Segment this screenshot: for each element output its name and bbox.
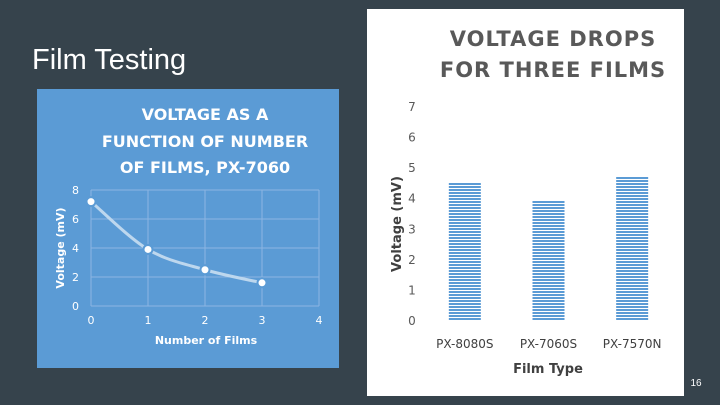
voltage-drops-bar-chart: VOLTAGE DROPS FOR THREE FILMS 0 1 2 3 4 5 6 7 P…: [390, 27, 666, 377]
page-number: 16: [690, 378, 702, 389]
bar-chart-ytick: 0: [408, 314, 416, 328]
line-chart-xtick: 1: [145, 314, 152, 327]
line-chart-ytick: 8: [72, 184, 79, 197]
bar-chart-xtick: PX-8080S: [436, 337, 493, 351]
line-chart-ytick: 2: [72, 271, 79, 284]
line-data-point: [142, 243, 154, 255]
bar: [532, 200, 565, 320]
bar-chart-ytick: 4: [408, 192, 416, 206]
bar-chart-title-line-1: VOLTAGE DROPS: [450, 27, 656, 51]
line-series: [90, 200, 263, 285]
bar-chart-xtick: PX-7060S: [520, 337, 577, 351]
line-chart-panel: VOLTAGE AS A FUNCTION OF NUMBER OF FILMS…: [37, 89, 339, 368]
bar-chart-ytick: 3: [408, 222, 416, 236]
line-data-point: [256, 277, 268, 289]
line-chart-xtick: 0: [88, 314, 95, 327]
bar-chart-title-line-2: FOR THREE FILMS: [440, 58, 666, 82]
line-chart-xtick: 4: [316, 314, 323, 327]
bar-chart-xlabel: Film Type: [513, 362, 583, 377]
bar-chart-panel: VOLTAGE DROPS FOR THREE FILMS 0 1 2 3 4 5 6 7 P…: [367, 9, 684, 396]
bar: [616, 176, 649, 320]
voltage-vs-films-line-chart: VOLTAGE AS A FUNCTION OF NUMBER OF FILMS…: [54, 105, 323, 347]
bar-chart-ylabel: Voltage (mV): [390, 176, 405, 272]
bar-chart-ytick: 1: [408, 283, 416, 297]
bar-chart-ytick: 7: [408, 100, 416, 114]
line-chart-title-line-2: FUNCTION OF NUMBER: [102, 132, 308, 151]
line-chart-ylabel: Voltage (mV): [54, 207, 67, 288]
line-chart-xtick: 3: [259, 314, 266, 327]
bar-chart-xtick: PX-7570N: [603, 337, 662, 351]
line-chart-title-line-1: VOLTAGE AS A: [142, 105, 269, 124]
line-chart-xtick: 2: [202, 314, 209, 327]
line-data-point: [199, 264, 211, 276]
slide-title: Film Testing: [32, 44, 187, 76]
line-chart-xlabel: Number of Films: [155, 334, 258, 347]
line-chart-ytick: 4: [72, 242, 79, 255]
bar-chart-ytick: 5: [408, 161, 416, 175]
bar-chart-ytick: 2: [408, 253, 416, 267]
line-chart-ytick: 0: [72, 300, 79, 313]
bar-chart-ytick: 6: [408, 131, 416, 145]
line-chart-ytick: 6: [72, 213, 79, 226]
line-data-point: [85, 196, 97, 208]
line-chart-title-line-3: OF FILMS, PX-7060: [120, 158, 290, 177]
bar: [448, 182, 481, 320]
